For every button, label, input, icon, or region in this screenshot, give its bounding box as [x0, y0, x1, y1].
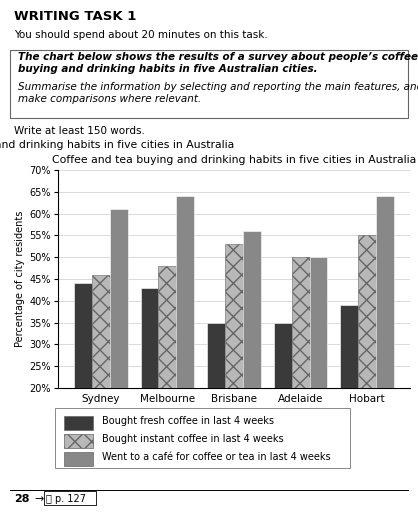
Bar — [64, 434, 93, 447]
Text: make comparisons where relevant.: make comparisons where relevant. — [18, 94, 201, 104]
Text: Summarise the information by selecting and reporting the main features, and: Summarise the information by selecting a… — [18, 82, 418, 92]
Bar — [340, 305, 358, 475]
Text: You should spend about 20 minutes on this task.: You should spend about 20 minutes on thi… — [14, 30, 268, 40]
Text: Went to a café for coffee or tea in last 4 weeks: Went to a café for coffee or tea in last… — [102, 452, 331, 462]
Text: →: → — [34, 494, 43, 504]
Bar — [158, 266, 176, 475]
Text: Coffee and tea buying and drinking habits in five cities in Australia: Coffee and tea buying and drinking habit… — [0, 140, 234, 150]
Bar — [291, 257, 309, 475]
Bar — [376, 196, 394, 475]
Bar — [274, 323, 291, 475]
Text: Bought instant coffee in last 4 weeks: Bought instant coffee in last 4 weeks — [102, 434, 284, 444]
Bar — [110, 209, 128, 475]
Text: Write at least 150 words.: Write at least 150 words. — [14, 126, 145, 136]
Bar — [309, 257, 327, 475]
Bar — [64, 416, 93, 430]
Bar — [207, 323, 225, 475]
Y-axis label: Percentage of city residents: Percentage of city residents — [15, 211, 25, 347]
Bar — [225, 244, 243, 475]
Text: 28: 28 — [14, 494, 30, 504]
Bar — [243, 231, 261, 475]
Bar — [176, 196, 194, 475]
Bar — [358, 236, 376, 475]
Text: The chart below shows the results of a survey about people’s coffee and tea: The chart below shows the results of a s… — [18, 52, 418, 62]
Bar — [140, 288, 158, 475]
Text: WRITING TASK 1: WRITING TASK 1 — [14, 10, 136, 23]
Bar — [64, 453, 93, 465]
FancyBboxPatch shape — [55, 408, 350, 468]
Text: buying and drinking habits in five Australian cities.: buying and drinking habits in five Austr… — [18, 64, 318, 74]
Title: Coffee and tea buying and drinking habits in five cities in Australia: Coffee and tea buying and drinking habit… — [52, 155, 416, 165]
Bar — [74, 283, 92, 475]
Text: 📎 p. 127: 📎 p. 127 — [46, 494, 86, 504]
Text: Bought fresh coffee in last 4 weeks: Bought fresh coffee in last 4 weeks — [102, 416, 274, 426]
Bar — [92, 274, 110, 475]
